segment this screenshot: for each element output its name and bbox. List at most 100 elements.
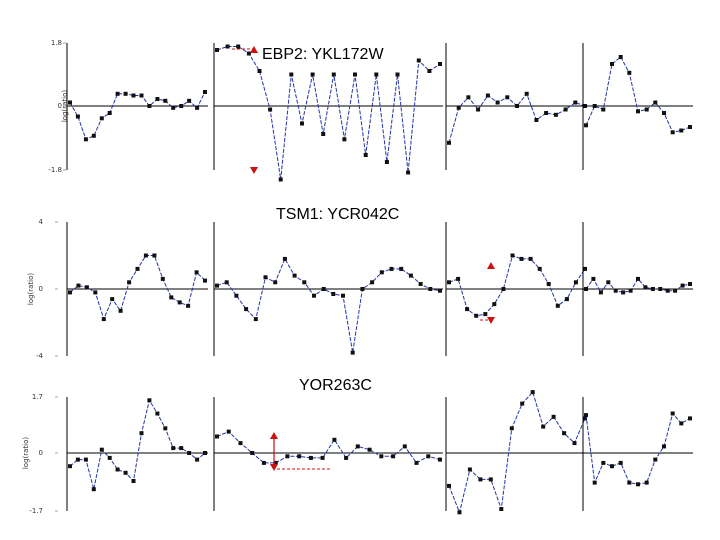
data-point <box>118 308 123 313</box>
data-point <box>101 317 106 322</box>
data-point <box>573 100 578 105</box>
data-point <box>83 137 88 142</box>
data-point <box>618 460 623 465</box>
data-point <box>583 416 587 421</box>
data-point <box>321 132 326 136</box>
data-point <box>236 44 241 49</box>
data-point <box>572 441 577 446</box>
data-point <box>225 44 230 49</box>
data-point <box>215 283 219 288</box>
data-point <box>203 90 207 94</box>
data-point <box>370 280 375 285</box>
data-point <box>636 482 640 487</box>
data-point <box>592 480 597 485</box>
data-point <box>537 266 542 271</box>
data-point <box>519 256 524 261</box>
data-point <box>246 51 251 56</box>
data-point <box>515 104 519 108</box>
data-point <box>416 58 421 63</box>
data-point <box>688 416 692 421</box>
data-point <box>402 444 407 449</box>
data-point <box>91 487 96 492</box>
data-point <box>75 114 80 119</box>
data-point <box>414 460 419 465</box>
data-point <box>492 302 497 307</box>
data-point <box>573 280 578 285</box>
data-point <box>163 426 168 431</box>
data-point <box>438 288 442 293</box>
data-point <box>215 48 219 52</box>
data-point <box>257 69 262 73</box>
data-point <box>115 467 120 472</box>
data-point <box>636 276 640 281</box>
y-tick-label: 1.7 <box>32 393 43 401</box>
data-point <box>226 429 231 434</box>
y-tick-label: -4 <box>36 352 44 360</box>
series-line <box>448 254 586 317</box>
data-point <box>308 455 313 460</box>
data-point <box>131 93 136 98</box>
data-point <box>268 107 273 112</box>
data-point <box>321 287 326 291</box>
data-point <box>534 118 539 122</box>
data-point <box>457 510 462 515</box>
data-point <box>350 350 355 355</box>
data-point <box>606 280 611 285</box>
data-point <box>278 177 283 182</box>
data-point <box>234 293 239 298</box>
data-point <box>680 283 685 288</box>
data-point <box>374 72 379 77</box>
data-point <box>665 288 670 293</box>
data-point <box>438 457 442 462</box>
data-point <box>273 460 278 465</box>
data-point <box>155 97 160 101</box>
data-point <box>320 455 325 460</box>
data-point <box>541 424 546 429</box>
data-point <box>679 421 684 426</box>
data-point <box>187 451 192 455</box>
data-point <box>107 111 112 115</box>
data-point <box>688 282 692 286</box>
data-point <box>428 287 433 291</box>
data-point <box>282 256 287 261</box>
data-point <box>297 454 302 459</box>
data-point <box>670 130 675 135</box>
data-point <box>447 280 451 285</box>
data-point <box>84 285 89 290</box>
data-point <box>563 107 568 112</box>
data-point <box>163 98 168 103</box>
series-line <box>69 91 206 140</box>
data-point <box>613 288 618 293</box>
data-point <box>250 451 255 455</box>
y-tick-label: -1.8 <box>48 166 62 174</box>
data-point <box>76 283 81 288</box>
data-point <box>598 290 603 295</box>
data-point <box>670 411 675 416</box>
data-point <box>562 431 567 436</box>
data-point <box>438 62 442 66</box>
data-point <box>389 266 394 271</box>
data-point <box>546 282 551 286</box>
chart-title: TSM1: YCR042C <box>276 206 399 223</box>
series-line <box>585 56 691 133</box>
data-point <box>107 455 112 460</box>
data-point <box>341 293 345 298</box>
data-point <box>658 287 663 291</box>
data-point <box>203 451 207 455</box>
data-point <box>115 91 120 96</box>
data-point <box>342 137 347 142</box>
data-point <box>91 133 96 138</box>
data-point <box>679 128 684 133</box>
data-point <box>331 292 336 296</box>
annotation-down-marker <box>487 317 495 324</box>
data-point <box>467 467 472 472</box>
data-point <box>139 431 144 436</box>
data-point <box>592 104 597 108</box>
data-point <box>509 426 514 431</box>
data-point <box>289 72 294 77</box>
data-point <box>673 288 678 293</box>
data-point <box>93 290 98 295</box>
data-point <box>215 434 219 439</box>
data-point <box>344 455 349 460</box>
data-point <box>426 454 431 459</box>
